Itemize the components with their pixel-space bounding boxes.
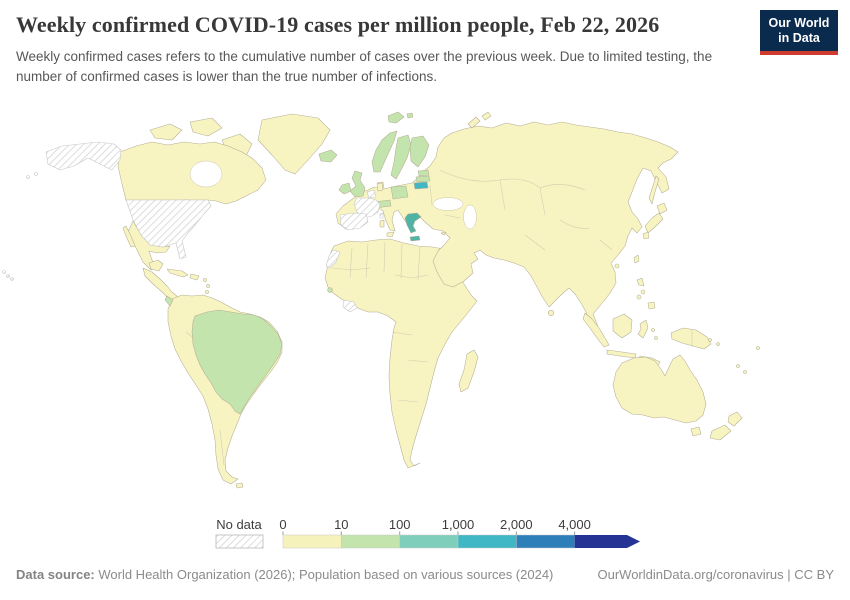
- tick-label-0: 0: [279, 517, 286, 532]
- chart-footer: Data source: World Health Organization (…: [16, 567, 834, 582]
- legend-tick-labels: 0 10 100 1,000 2,000 4,000: [279, 517, 590, 532]
- legend-band-4000-plus[interactable]: [574, 535, 640, 548]
- owid-logo-line1: Our World: [768, 16, 830, 30]
- legend-band-0-10[interactable]: [282, 534, 342, 549]
- region-iceland[interactable]: [318, 149, 338, 163]
- region-pacific-islands[interactable]: [708, 338, 760, 374]
- region-tasmania[interactable]: [690, 426, 702, 437]
- region-falkland-islands[interactable]: [235, 482, 244, 489]
- region-united-states[interactable]: [125, 199, 212, 260]
- region-baja-california[interactable]: [122, 225, 136, 248]
- data-source-text: World Health Organization (2026); Popula…: [94, 567, 554, 582]
- tick-label-4000: 4,000: [558, 517, 591, 532]
- choropleth-map-svg: [2, 111, 760, 489]
- region-iberia[interactable]: [339, 212, 369, 231]
- region-gambia[interactable]: [327, 287, 333, 293]
- map-legend: No data 0 10 100 1,000 2,000 4,000: [0, 512, 850, 556]
- region-sweden[interactable]: [390, 134, 412, 180]
- region-mediterranean-islands[interactable]: [379, 219, 447, 238]
- region-new-guinea[interactable]: [670, 327, 712, 350]
- owid-logo-box: Our World in Data: [760, 10, 838, 51]
- license-label[interactable]: CC BY: [794, 567, 834, 582]
- region-australia[interactable]: [612, 354, 707, 424]
- legend-svg: No data 0 10 100 1,000 2,000 4,000: [215, 517, 640, 549]
- region-latvia[interactable]: [415, 175, 431, 183]
- owid-logo-red-bar: [760, 51, 838, 55]
- region-novaya-zemlya[interactable]: [467, 111, 492, 129]
- no-data-swatch[interactable]: [215, 534, 264, 549]
- region-greenland[interactable]: [257, 113, 331, 175]
- chart-subtitle: Weekly confirmed cases refers to the cum…: [16, 49, 713, 85]
- region-norway[interactable]: [371, 130, 398, 173]
- region-alaska[interactable]: [26, 141, 122, 179]
- region-france[interactable]: [353, 197, 384, 219]
- region-finland[interactable]: [409, 135, 430, 168]
- caspian-sea: [463, 204, 477, 230]
- legend-band-100-1000[interactable]: [399, 534, 459, 549]
- region-brazil[interactable]: [191, 309, 283, 415]
- region-yucatan[interactable]: [148, 259, 164, 272]
- owid-logo-line2: in Data: [778, 31, 820, 45]
- region-new-zealand[interactable]: [709, 411, 743, 441]
- legend-band-2000-4000[interactable]: [516, 534, 575, 549]
- region-sierra-leone-liberia[interactable]: [342, 299, 358, 313]
- data-source-note: Data source: World Health Organization (…: [16, 567, 553, 582]
- tick-label-100: 100: [389, 517, 411, 532]
- license-note: OurWorldinData.org/coronavirus | CC BY: [597, 567, 834, 582]
- chart-header: Weekly confirmed COVID-19 cases per mill…: [16, 12, 756, 88]
- region-philippines[interactable]: [636, 277, 656, 310]
- hudson-bay: [189, 160, 223, 188]
- region-africa[interactable]: [324, 238, 478, 469]
- legend-color-bar: [282, 534, 640, 549]
- legend-tick-marks: [282, 531, 576, 535]
- region-hainan[interactable]: [614, 263, 620, 269]
- region-sri-lanka[interactable]: [547, 309, 555, 317]
- legend-band-10-100[interactable]: [341, 534, 400, 549]
- region-lithuania[interactable]: [413, 181, 429, 190]
- region-ireland[interactable]: [338, 182, 352, 195]
- region-estonia[interactable]: [417, 169, 430, 177]
- region-madagascar[interactable]: [458, 349, 479, 393]
- black-sea: [432, 197, 464, 211]
- data-source-label: Data source:: [16, 567, 95, 582]
- region-svalbard[interactable]: [387, 111, 414, 124]
- tick-label-1000: 1,000: [442, 517, 475, 532]
- region-united-kingdom[interactable]: [349, 170, 366, 198]
- owid-url-link[interactable]: OurWorldinData.org/coronavirus: [597, 567, 784, 582]
- region-taiwan[interactable]: [633, 254, 640, 264]
- region-denmark[interactable]: [376, 182, 384, 192]
- region-caribbean[interactable]: [166, 268, 210, 294]
- region-sakhalin[interactable]: [648, 175, 660, 205]
- region-hawaii[interactable]: [2, 270, 14, 281]
- region-costa-rica[interactable]: [164, 295, 174, 307]
- legend-band-1000-2000[interactable]: [457, 534, 517, 549]
- tick-label-2000: 2,000: [500, 517, 533, 532]
- owid-logo[interactable]: Our World in Data: [760, 10, 838, 55]
- page-title: Weekly confirmed COVID-19 cases per mill…: [16, 12, 660, 37]
- no-data-label: No data: [216, 517, 262, 532]
- tick-label-10: 10: [334, 517, 348, 532]
- region-poland[interactable]: [390, 185, 409, 200]
- separator: |: [783, 567, 795, 582]
- region-benelux[interactable]: [366, 189, 377, 199]
- world-map: [0, 100, 850, 512]
- region-japan[interactable]: [642, 202, 668, 240]
- region-western-sahara[interactable]: [325, 249, 341, 269]
- region-greece[interactable]: [404, 212, 422, 242]
